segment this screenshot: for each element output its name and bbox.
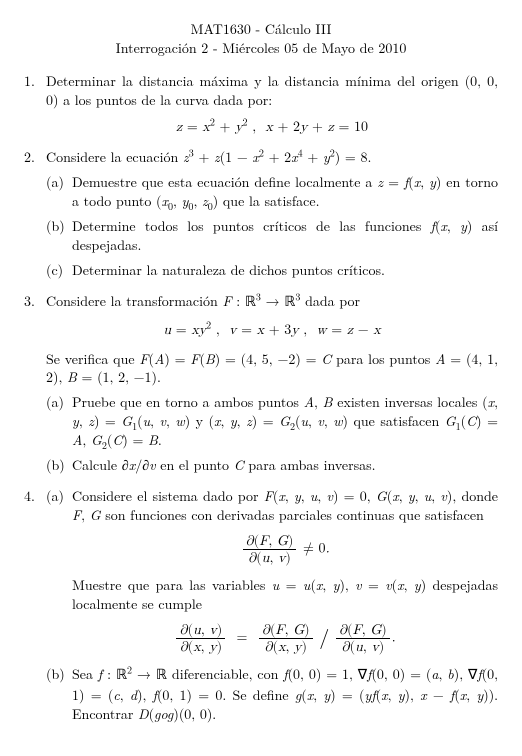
q1-equation: z = x2 + y2 , x + 2y + z = 10: [46, 118, 498, 137]
q4b: Sea f : ℝ2 → ℝ diferenciable, con f(0, 0…: [46, 665, 498, 724]
q3a: Pruebe que en torno a ambos puntos A, B …: [46, 393, 498, 450]
q3-subparts: Pruebe que en torno a ambos puntos A, B …: [46, 393, 498, 475]
q4a-eq2: ∂(u, v)∂(x, y) = ∂(F, G)∂(x, y) / ∂(F, G…: [72, 622, 498, 655]
q2-subparts: Demuestre que esta ecuación define local…: [46, 173, 498, 279]
course-title: MAT1630 - Cálculo III: [24, 20, 498, 39]
q4-subparts: Considere el sistema dado por F(x, y, u,…: [46, 487, 498, 724]
q4a-eq1: ∂(F, G)∂(u, v) ≠ 0.: [72, 533, 498, 566]
doc-header: MAT1630 - Cálculo III Interrogación 2 - …: [24, 20, 498, 58]
q2a: Demuestre que esta ecuación define local…: [46, 173, 498, 211]
question-list: Determinar la distancia máxima y la dist…: [24, 72, 498, 724]
exam-subtitle: Interrogación 2 - Miércoles 05 de Mayo d…: [24, 39, 498, 58]
q1-text: Determinar la distancia máxima y la dist…: [46, 71, 498, 110]
q2b: Determine todos los puntos críticos de l…: [46, 217, 498, 255]
question-1: Determinar la distancia máxima y la dist…: [24, 72, 498, 137]
question-4: Considere el sistema dado por F(x, y, u,…: [24, 487, 498, 724]
q4a: Considere el sistema dado por F(x, y, u,…: [46, 487, 498, 655]
q3b: Calcule ∂x/∂v en el punto C para ambas i…: [46, 456, 498, 475]
q3-equation: u = xy2 , v = x + 3y , w = z − x: [46, 321, 498, 340]
question-2: Considere la ecuación z3 + z(1 − x2 + 2x…: [24, 148, 498, 279]
question-3: Considere la transformación F : ℝ3 → ℝ3 …: [24, 292, 498, 475]
q2c: Determinar la naturaleza de dichos punto…: [46, 261, 498, 280]
